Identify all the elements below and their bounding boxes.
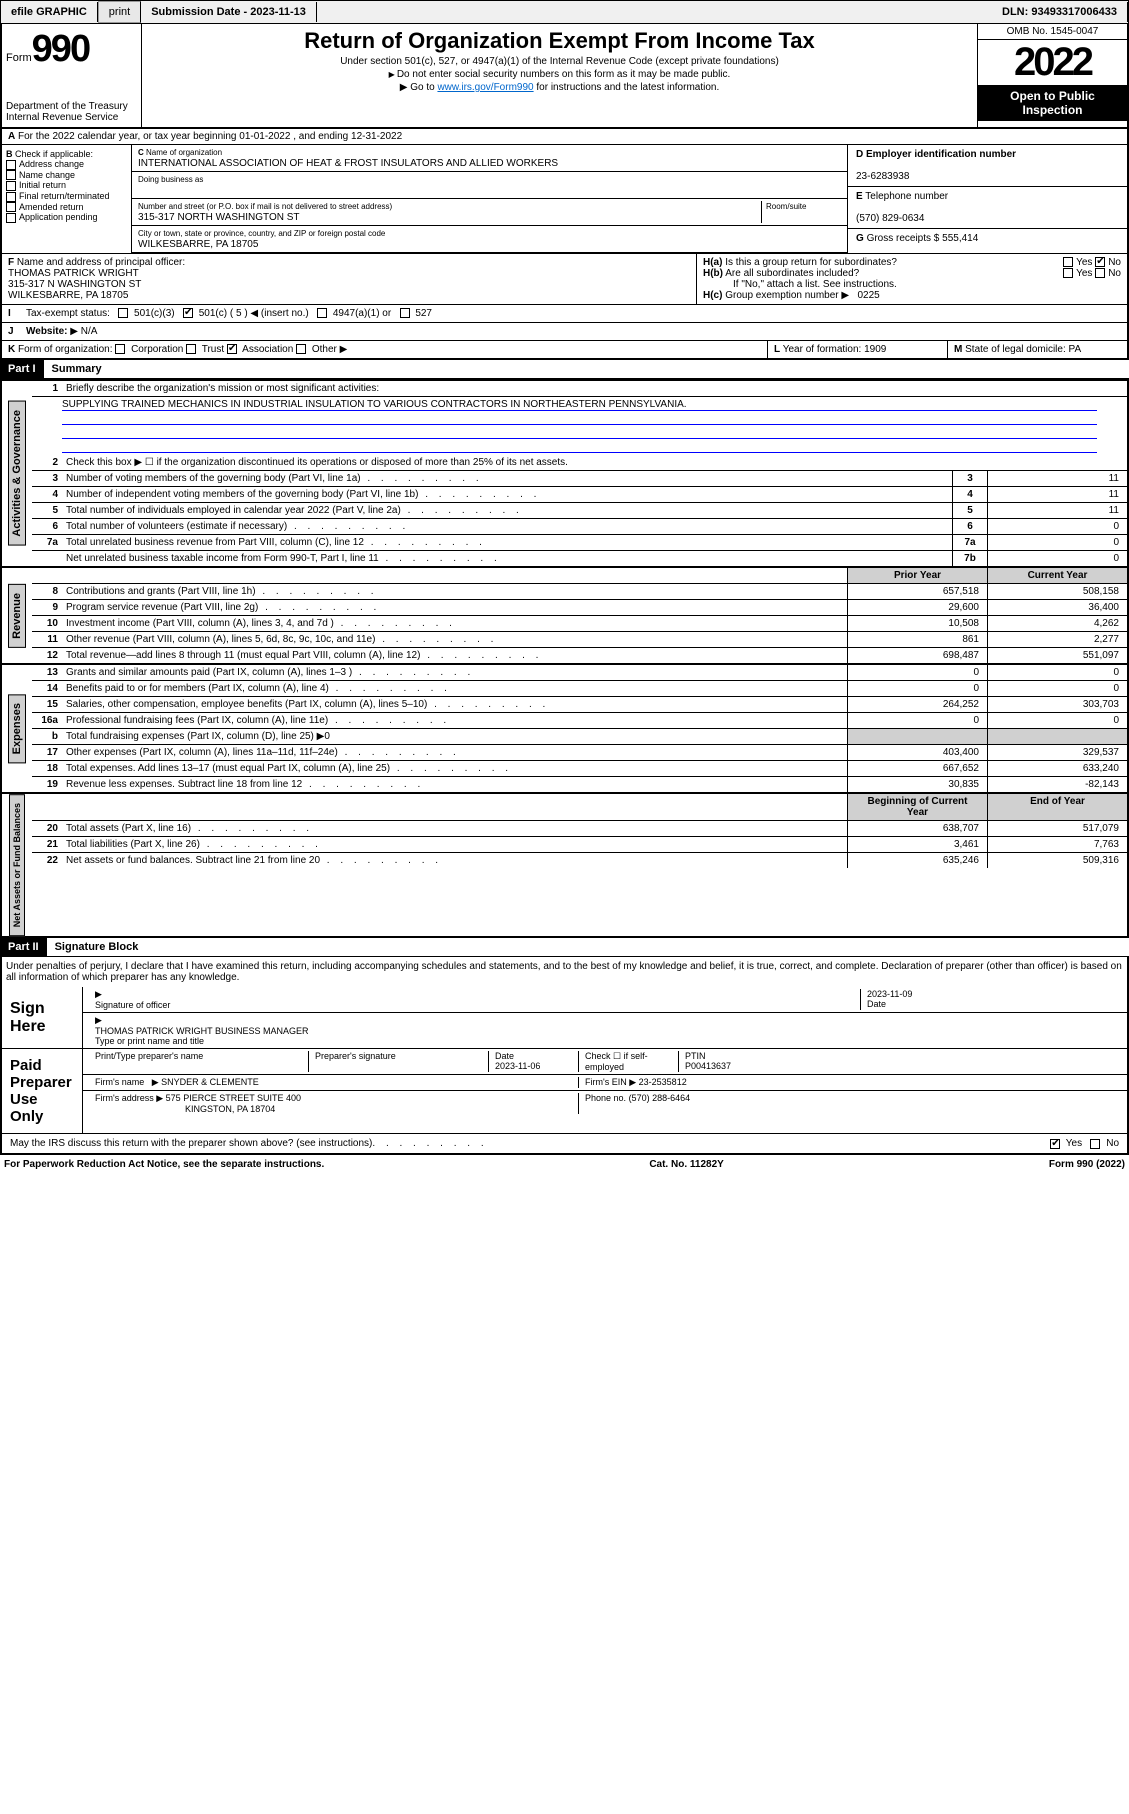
sign-here-label: Sign Here — [2, 987, 82, 1048]
section-f: F Name and address of principal officer:… — [2, 254, 697, 304]
form-subtitle: Under section 501(c), 527, or 4947(a)(1)… — [146, 56, 973, 67]
form-number: 990 — [32, 28, 89, 70]
irs-label: Internal Revenue Service — [6, 112, 137, 123]
signature-block: Sign Here ▶Signature of officer2023-11-0… — [0, 987, 1129, 1155]
line-a: A For the 2022 calendar year, or tax yea… — [2, 129, 1127, 145]
website: Website: ▶ N/A — [20, 323, 103, 340]
tab-netassets: Net Assets or Fund Balances — [9, 794, 25, 936]
irs-link[interactable]: www.irs.gov/Form990 — [437, 82, 533, 93]
discuss-question: May the IRS discuss this return with the… — [10, 1138, 372, 1149]
form-word: Form — [6, 52, 32, 64]
form-header: Form990 Department of the Treasury Inter… — [0, 24, 1129, 129]
col-c-org-info: C Name of organizationINTERNATIONAL ASSO… — [132, 145, 847, 253]
tab-governance: Activities & Governance — [8, 401, 26, 546]
paid-preparer-label: Paid Preparer Use Only — [2, 1049, 82, 1133]
open-inspection: Open to PublicInspection — [978, 85, 1127, 121]
year-formation: L Year of formation: 1909 — [767, 341, 947, 358]
page-footer: For Paperwork Reduction Act Notice, see … — [0, 1155, 1129, 1174]
form-of-org: K Form of organization: Corporation Trus… — [2, 341, 767, 358]
perjury-declaration: Under penalties of perjury, I declare th… — [0, 957, 1129, 987]
ssn-note: Do not enter social security numbers on … — [146, 69, 973, 80]
dept-treasury: Department of the Treasury — [6, 101, 137, 112]
omb-number: OMB No. 1545-0047 — [978, 24, 1127, 40]
dln: DLN: 93493317006433 — [992, 2, 1128, 22]
tab-expenses: Expenses — [8, 694, 26, 763]
tax-year: 2022 — [978, 40, 1127, 85]
submission-date: Submission Date - 2023-11-13 — [141, 2, 317, 22]
state-domicile: M State of legal domicile: PA — [947, 341, 1127, 358]
print-button[interactable]: print — [98, 1, 141, 23]
col-d-e-g: D Employer identification number23-62839… — [847, 145, 1127, 253]
form-title: Return of Organization Exempt From Incom… — [146, 28, 973, 54]
mission-text: SUPPLYING TRAINED MECHANICS IN INDUSTRIA… — [62, 399, 1097, 411]
tab-revenue: Revenue — [8, 584, 26, 648]
goto-note: ▶ Go to www.irs.gov/Form990 for instruct… — [146, 82, 973, 93]
efile-label: efile GRAPHIC — [1, 2, 98, 22]
part1-header: Part ISummary — [0, 360, 1129, 379]
part2-header: Part IISignature Block — [0, 938, 1129, 957]
section-h: H(a) Is this a group return for subordin… — [697, 254, 1127, 304]
tax-exempt-status: Tax-exempt status: 501(c)(3) 501(c) ( 5 … — [20, 305, 438, 322]
summary-table: Activities & Governance 1Briefly describ… — [0, 379, 1129, 938]
section-a-through-m: A For the 2022 calendar year, or tax yea… — [0, 129, 1129, 360]
top-toolbar: efile GRAPHIC print Submission Date - 20… — [0, 0, 1129, 24]
col-b-checkboxes: B Check if applicable: Address change Na… — [2, 145, 132, 253]
